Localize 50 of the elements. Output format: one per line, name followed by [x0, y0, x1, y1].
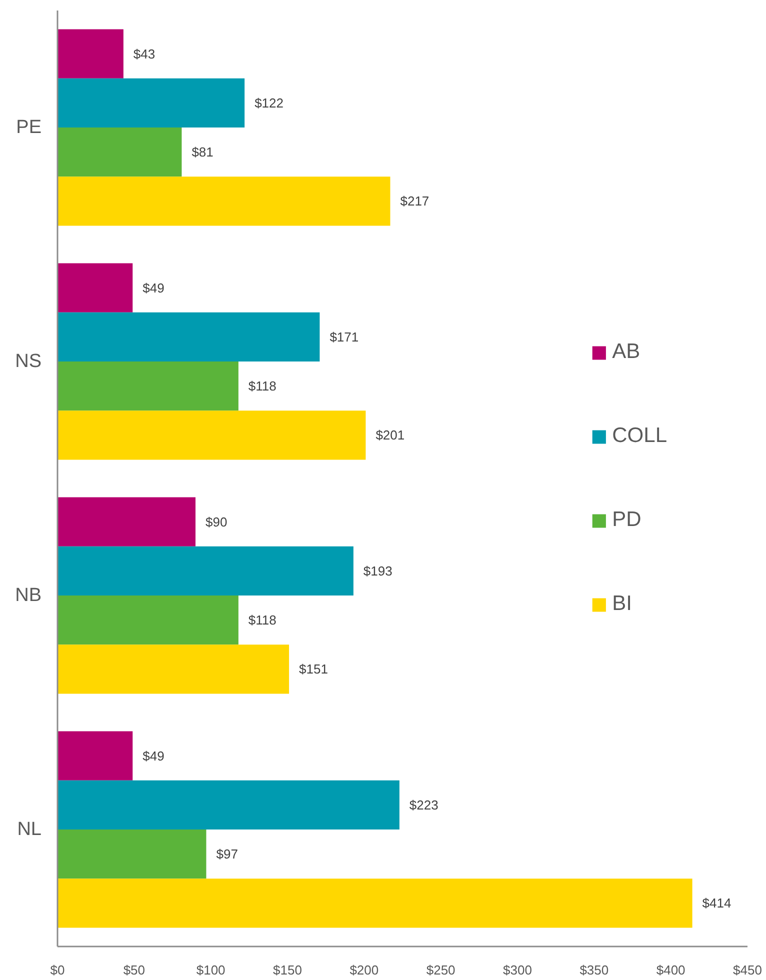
bar: [58, 596, 238, 645]
bar: [58, 29, 124, 78]
x-tick-label: $0: [50, 962, 65, 978]
data-label: $151: [299, 662, 328, 677]
legend-label: AB: [612, 340, 640, 364]
bar: [58, 410, 366, 460]
data-label: $49: [142, 280, 164, 296]
data-label: $171: [330, 329, 359, 344]
x-tick-label: $300: [503, 962, 532, 978]
data-label: $118: [248, 612, 276, 628]
x-tick-label: $50: [123, 962, 146, 978]
x-tick-label: $400: [656, 962, 686, 978]
data-label: $49: [142, 748, 164, 764]
bar: [58, 312, 320, 362]
bar: [58, 263, 133, 312]
data-label: $118: [248, 378, 276, 394]
bar: [58, 128, 182, 177]
data-label: $81: [192, 144, 214, 160]
y-tick-label: PE: [16, 117, 42, 138]
data-label: $43: [133, 46, 156, 62]
data-label: $201: [376, 428, 405, 443]
legend-label: BI: [612, 592, 632, 616]
legend-label: COLL: [612, 424, 667, 448]
bar: [58, 731, 133, 780]
x-tick-label: $250: [426, 962, 456, 978]
bar: [58, 546, 354, 596]
legend-label: PD: [612, 508, 642, 532]
y-tick-label: NB: [15, 585, 42, 606]
bar: [58, 878, 692, 928]
bar: [58, 497, 196, 546]
bar: [58, 362, 238, 411]
bar: [58, 176, 390, 226]
data-label: $122: [254, 95, 284, 110]
data-label: $414: [702, 896, 732, 911]
data-label: $90: [206, 514, 228, 530]
x-tick-label: $150: [273, 962, 302, 978]
bar: [58, 780, 400, 830]
x-tick-label: $200: [350, 962, 379, 978]
y-tick-label: NS: [15, 351, 42, 372]
data-label: $193: [363, 563, 392, 578]
bar: [58, 644, 290, 694]
data-label: $97: [216, 846, 238, 862]
x-tick-label: $450: [733, 962, 762, 978]
x-tick-label: $100: [196, 962, 226, 978]
y-tick-label: NL: [17, 819, 42, 840]
bar: [58, 78, 245, 128]
bar: [58, 830, 206, 879]
data-label: $223: [409, 797, 438, 812]
x-tick-label: $350: [580, 962, 609, 978]
data-label: $217: [400, 194, 430, 209]
